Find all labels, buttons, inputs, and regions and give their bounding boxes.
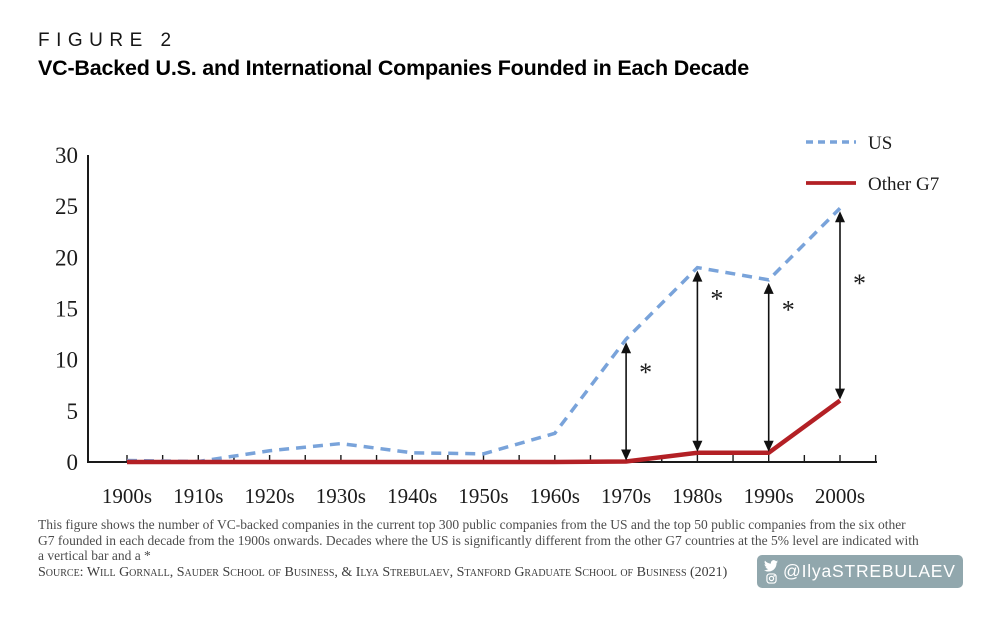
legend-label: US xyxy=(868,133,892,154)
footnote-line: G7 founded in each decade from the 1900s… xyxy=(38,532,919,548)
arrowhead-up xyxy=(621,342,632,354)
arrowhead-down xyxy=(692,440,703,452)
x-tick-label: 1940s xyxy=(387,484,437,508)
significance-asterisk: * xyxy=(782,295,795,324)
y-tick-label: 5 xyxy=(67,399,79,424)
figure-label: FIGURE 2 xyxy=(38,30,178,51)
arrowhead-up xyxy=(763,282,774,294)
significance-asterisk: * xyxy=(710,285,723,314)
arrowhead-up xyxy=(692,270,703,282)
x-tick-label: 1900s xyxy=(102,484,152,508)
arrowhead-down xyxy=(763,440,774,452)
arrowhead-down xyxy=(621,449,632,461)
badge-handle: @IlyaSTREBULAEV xyxy=(783,561,956,581)
x-tick-label: 2000s xyxy=(815,484,865,508)
x-tick-label: 1980s xyxy=(672,484,722,508)
arrowhead-down xyxy=(835,388,845,400)
page-title: VC-Backed U.S. and International Compani… xyxy=(38,56,749,80)
y-tick-label: 30 xyxy=(55,143,78,168)
y-tick-label: 20 xyxy=(55,245,78,270)
instagram-icon xyxy=(765,572,777,584)
significance-asterisk: * xyxy=(639,358,652,387)
badge-icons xyxy=(764,559,778,584)
arrowhead-up xyxy=(835,211,845,223)
x-tick-label: 1970s xyxy=(601,484,651,508)
y-tick-label: 10 xyxy=(55,348,78,373)
x-tick-label: 1950s xyxy=(458,484,508,508)
social-badge[interactable]: @IlyaSTREBULAEV xyxy=(757,555,963,588)
figure-footnote: This figure shows the number of VC-backe… xyxy=(38,517,950,564)
x-tick-label: 1920s xyxy=(245,484,295,508)
x-tick-label: 1960s xyxy=(530,484,580,508)
significance-asterisk: * xyxy=(853,269,866,298)
footnote-line: This figure shows the number of VC-backe… xyxy=(38,517,906,532)
y-tick-label: 15 xyxy=(55,297,78,322)
y-tick-label: 25 xyxy=(55,194,78,219)
x-tick-label: 1930s xyxy=(316,484,366,508)
twitter-icon xyxy=(764,559,778,571)
footnote-line: a vertical bar and a * xyxy=(38,548,151,563)
x-tick-label: 1910s xyxy=(173,484,223,508)
y-tick-label: 0 xyxy=(67,450,79,475)
x-tick-label: 1990s xyxy=(744,484,794,508)
source-credit: Source: Will Gornall, Sauder School of B… xyxy=(38,565,728,580)
legend-label: Other G7 xyxy=(868,174,939,195)
other-g7-line xyxy=(127,398,842,465)
us-line xyxy=(126,206,842,464)
